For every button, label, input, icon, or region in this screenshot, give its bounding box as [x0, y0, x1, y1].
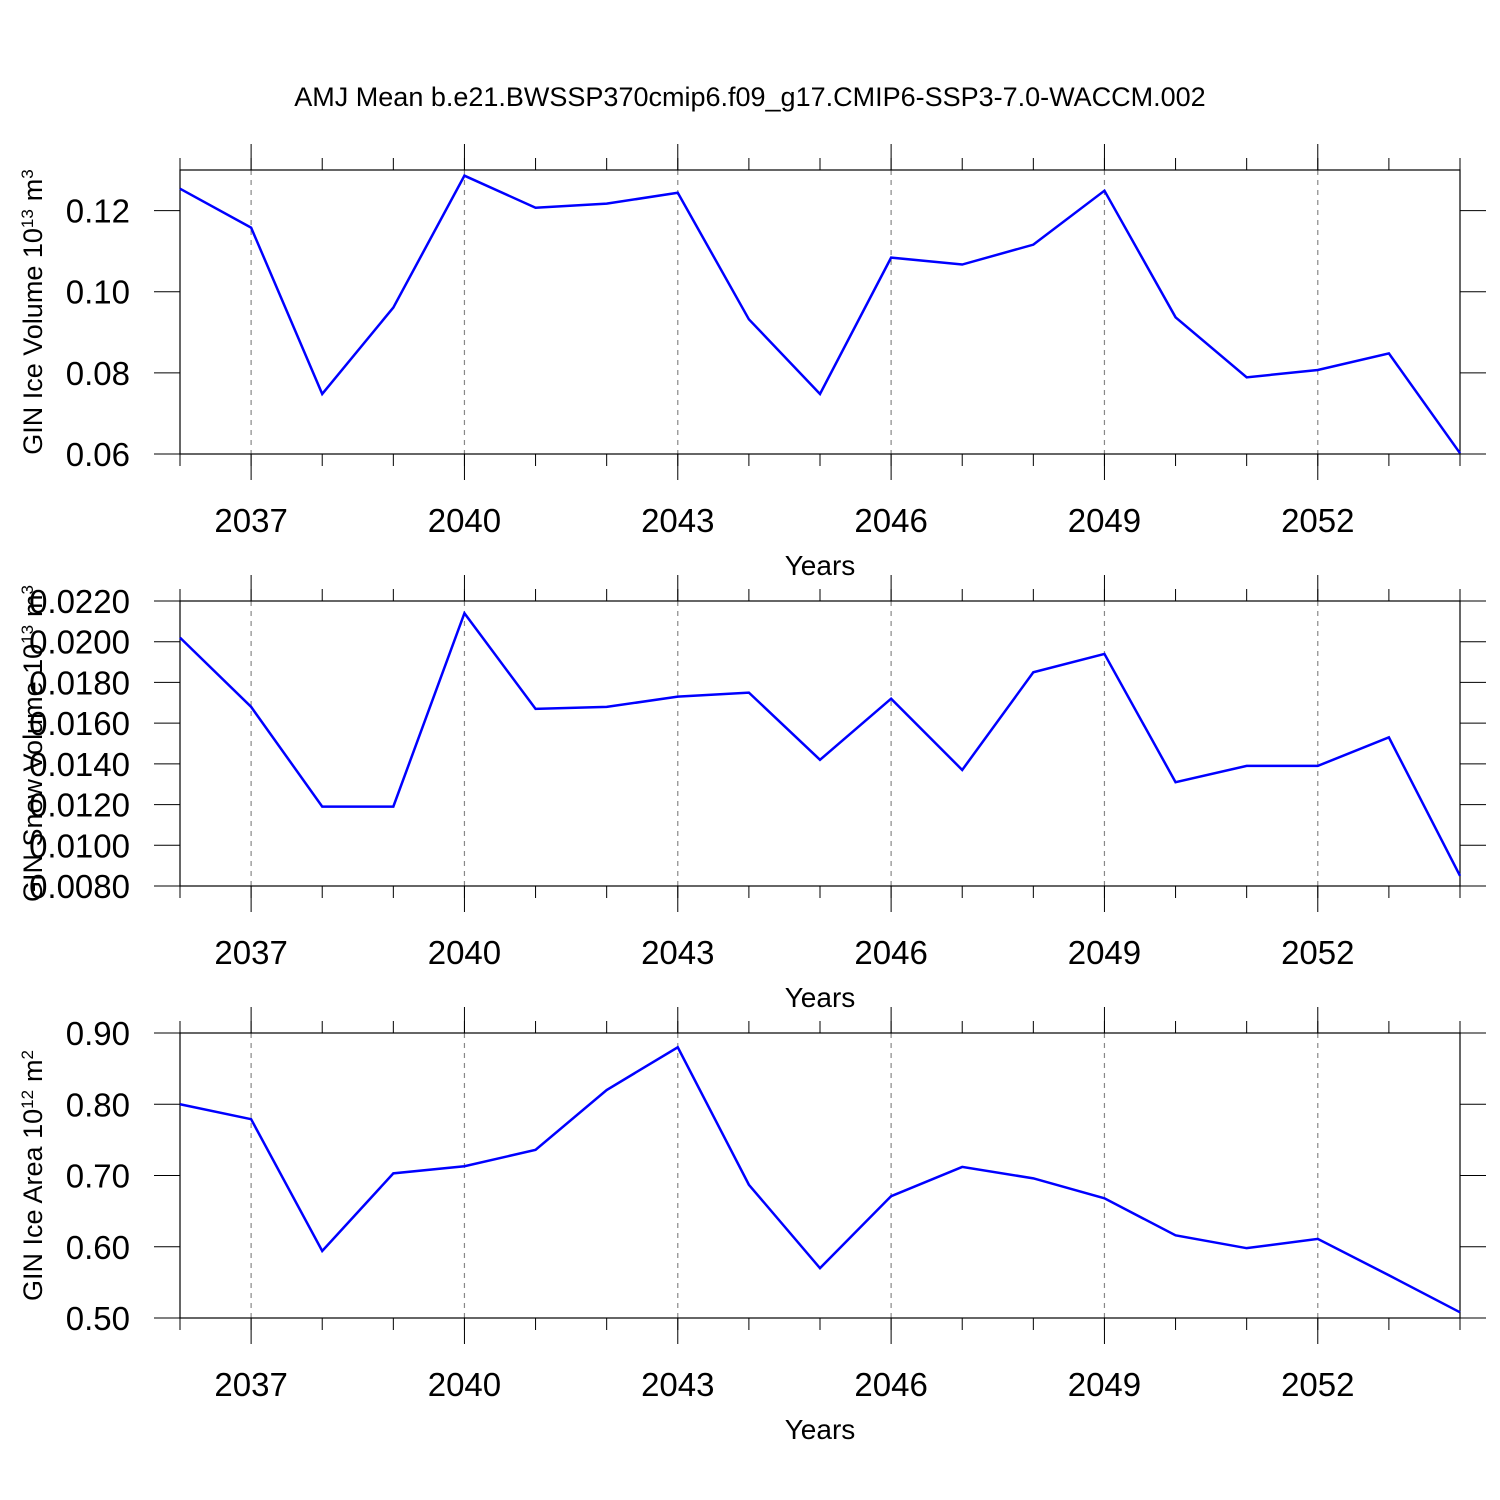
y-label-unit-exponent: 2 [18, 1050, 37, 1059]
x-tick-label: 2049 [1068, 934, 1141, 971]
y-label-text: GIN Ice Volume 10 [18, 228, 48, 455]
data-line [179, 1045, 1461, 1314]
x-tick-label: 2040 [428, 934, 501, 971]
figure-title: AMJ Mean b.e21.BWSSP370cmip6.f09_g17.CMI… [294, 82, 1205, 112]
x-tick-label: 2052 [1281, 1366, 1354, 1403]
x-tick-label: 2052 [1281, 934, 1354, 971]
y-tick-label: 0.12 [66, 193, 130, 230]
x-tick-label: 2043 [641, 934, 714, 971]
y-tick-label: 0.0140 [29, 746, 130, 783]
y-label-unit: m [18, 594, 48, 617]
y-tick-label: 0.80 [66, 1086, 130, 1123]
x-tick-label: 2046 [854, 934, 927, 971]
x-tick-label: 2043 [641, 502, 714, 539]
x-axis-label: Years [785, 550, 856, 581]
y-label-unit: m [18, 1059, 48, 1082]
data-line [179, 174, 1462, 454]
y-tick-label: 0.08 [66, 355, 130, 392]
x-tick-label: 2052 [1281, 502, 1354, 539]
y-label-unit-exponent: 3 [18, 169, 37, 178]
y-label-exponent: 12 [18, 1090, 37, 1109]
x-tick-label: 2037 [214, 934, 287, 971]
y-tick-label: 0.60 [66, 1229, 130, 1266]
y-tick-label: 0.10 [66, 274, 130, 311]
x-tick-label: 2037 [214, 1366, 287, 1403]
y-tick-label: 0.70 [66, 1158, 130, 1195]
y-tick-label: 0.0200 [29, 624, 130, 661]
y-axis-label: GIN Ice Volume 1013 m3 [18, 169, 49, 455]
y-axis-label: GIN Snow Volume 1013 m3 [18, 585, 49, 902]
y-label-group: GIN Ice Area 1012 m2 [18, 1050, 49, 1301]
y-label-exponent: 13 [18, 625, 37, 644]
y-tick-label: 0.0100 [29, 827, 130, 864]
plot-frame [179, 169, 1461, 455]
x-tick-label: 2037 [214, 502, 287, 539]
x-tick-label: 2043 [641, 1366, 714, 1403]
y-label-text: GIN Snow Volume 10 [18, 644, 48, 902]
plot-frame [179, 600, 1461, 887]
x-axis-label: Years [785, 982, 856, 1013]
y-label-unit: m [18, 179, 48, 202]
y-tick-label: 0.50 [66, 1300, 130, 1337]
y-label-group: GIN Snow Volume 1013 m3 [18, 585, 49, 902]
x-tick-label: 2040 [428, 1366, 501, 1403]
y-tick-label: 0.0120 [29, 787, 130, 824]
y-label-text: GIN Ice Area 10 [18, 1109, 48, 1301]
plot-frame [179, 1032, 1461, 1319]
x-tick-label: 2046 [854, 1366, 927, 1403]
y-tick-label: 0.06 [66, 436, 130, 473]
y-tick-label: 0.90 [66, 1015, 130, 1052]
y-label-group: GIN Ice Volume 1013 m3 [18, 169, 49, 455]
y-tick-label: 0.0080 [29, 868, 130, 905]
y-axis-label: GIN Ice Area 1012 m2 [18, 1050, 49, 1301]
x-tick-label: 2049 [1068, 1366, 1141, 1403]
y-label-unit-exponent: 3 [18, 585, 37, 594]
y-tick-label: 0.0180 [29, 664, 130, 701]
x-axis-label: Years [785, 1414, 856, 1445]
y-tick-label: 0.0160 [29, 705, 130, 742]
x-tick-label: 2046 [854, 502, 927, 539]
y-tick-label: 0.0220 [29, 583, 130, 620]
x-tick-label: 2040 [428, 502, 501, 539]
y-label-exponent: 13 [18, 209, 37, 228]
data-line [179, 610, 1462, 877]
x-tick-label: 2049 [1068, 502, 1141, 539]
